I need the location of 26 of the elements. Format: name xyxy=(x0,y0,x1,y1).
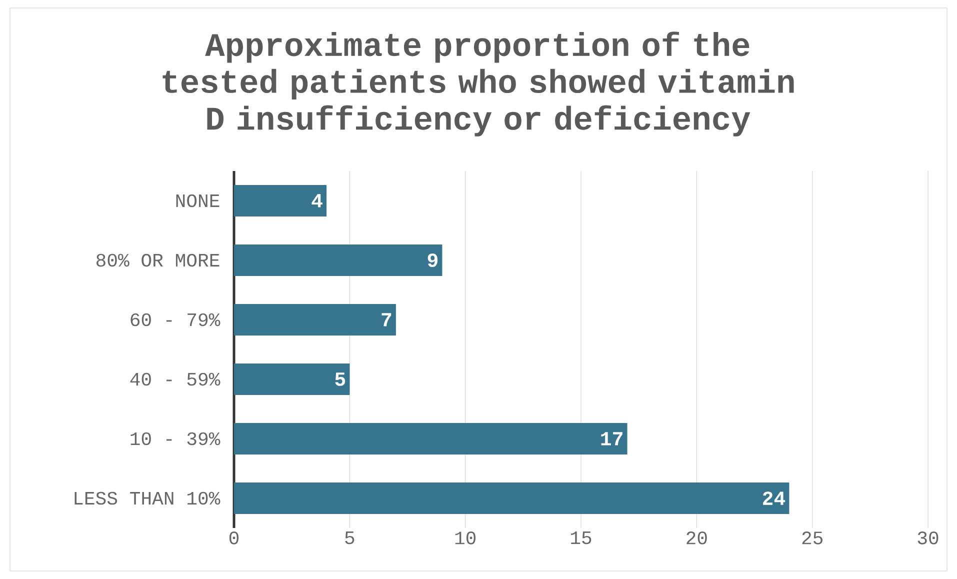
data-label: 5 xyxy=(335,372,346,386)
y-tick-label: 10 - 39% xyxy=(130,432,220,446)
y-tick-label: NONE xyxy=(176,194,220,208)
y-tick-label: 60 - 79% xyxy=(130,313,220,326)
data-label: 17 xyxy=(601,432,622,446)
bar xyxy=(234,422,628,455)
chart-title: Approximate proportion of the tested patients who showed vitamin D insufficiency or deficiency xyxy=(162,32,794,136)
y-tick-label: LESS THAN 10% xyxy=(74,492,220,505)
data-label: 4 xyxy=(312,194,322,208)
bar xyxy=(234,304,396,336)
x-tick-label: 20 xyxy=(686,532,707,544)
x-tick-label: 15 xyxy=(571,532,592,544)
x-tick-label: 0 xyxy=(229,532,239,544)
x-tick-label: 5 xyxy=(345,532,354,544)
data-label: 7 xyxy=(382,313,392,326)
y-tick-label: 40 - 59% xyxy=(130,372,220,386)
y-tick-label: 80% OR MORE xyxy=(96,254,220,267)
data-label: 9 xyxy=(428,253,438,267)
bar xyxy=(234,363,350,396)
x-tick-label: 10 xyxy=(455,532,476,544)
bar xyxy=(234,244,442,276)
x-tick-label: 25 xyxy=(802,532,822,544)
bar xyxy=(234,184,327,217)
x-tick-label: 30 xyxy=(918,532,938,544)
bar xyxy=(234,482,790,514)
data-label: 24 xyxy=(762,492,786,505)
